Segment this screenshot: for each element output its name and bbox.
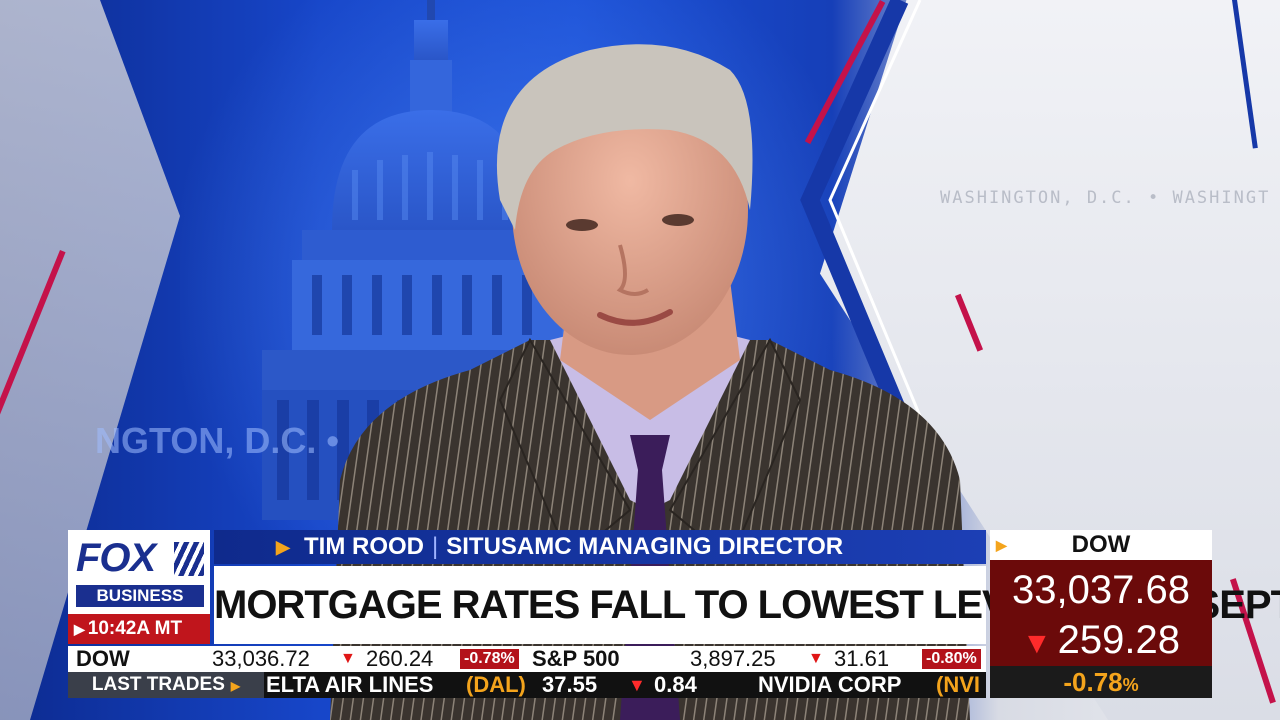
down-arrow-icon: ▼	[808, 650, 824, 667]
ticker-sp-label: S&P 500	[532, 646, 620, 671]
stock1-change: 0.84	[654, 672, 697, 697]
stock2-name: NVIDIA CORP	[758, 672, 902, 697]
stock1-name: ELTA AIR LINES	[266, 672, 434, 697]
logo-stripes-icon	[174, 542, 204, 576]
dow-box-value: 33,037.68	[1012, 568, 1190, 612]
last-trades-ticker: LAST TRADES ▶ ELTA AIR LINES (DAL) 37.55 …	[68, 672, 986, 698]
name-separator: |	[432, 533, 439, 560]
guest-name: TIM ROOD	[304, 533, 424, 560]
guest-name-bar: ▶ TIM ROOD | SITUSAMC MANAGING DIRECTOR	[214, 530, 986, 564]
logo-business-text: BUSINESS	[76, 585, 204, 607]
stock2-symbol: (NVI	[936, 672, 980, 697]
dow-box-percent: -0.78%	[990, 666, 1212, 698]
down-arrow-icon: ▼	[340, 650, 356, 667]
stock1-price: 37.55	[542, 672, 598, 697]
clock-time: 10:42A MT	[87, 618, 183, 639]
ticker-dow-change: 260.24	[366, 646, 434, 671]
dow-box-change: ▼ 259.28	[990, 616, 1212, 668]
clock-display: ▶ 10:42A MT	[68, 614, 210, 644]
market-ticker: DOW 33,036.72 ▼ 260.24 -0.78% S&P 500 3,…	[68, 646, 986, 672]
play-triangle-icon: ▶	[230, 679, 241, 693]
stock1-symbol: (DAL)	[466, 672, 526, 697]
play-triangle-icon: ▶	[74, 621, 85, 637]
last-trades-text: LAST TRADES	[91, 674, 225, 695]
ticker-sp-change: 31.61	[834, 646, 890, 671]
location-watermark-large: NGTON, D.C. •	[95, 420, 339, 461]
ticker-dow-label: DOW	[76, 646, 130, 671]
ticker-sp-pct: -0.80%	[922, 649, 981, 669]
down-arrow-icon: ▼	[1021, 627, 1052, 660]
down-arrow-icon: ▼	[628, 675, 646, 695]
ticker-dow-pct: -0.78%	[460, 649, 519, 669]
dow-box-percent-value: -0.78	[1063, 667, 1123, 697]
ticker-sp-value: 3,897.25	[690, 646, 776, 671]
dow-box-change-value: 259.28	[1057, 618, 1181, 662]
play-triangle-icon: ▶	[996, 537, 1007, 553]
play-triangle-icon: ▶	[276, 537, 290, 557]
logo-fox-text: FOX	[76, 536, 156, 580]
headline-banner: MORTGAGE RATES FALL TO LOWEST LEVEL SINC…	[214, 566, 1280, 644]
guest-title: SITUSAMC MANAGING DIRECTOR	[446, 533, 844, 560]
network-logo: FOX BUSINESS ▶ 10:42A MT	[68, 530, 210, 644]
dow-box-label: DOW	[1071, 531, 1131, 558]
last-trades-label: LAST TRADES ▶	[68, 672, 264, 698]
location-watermark: WASHINGTON, D.C. • WASHINGT	[940, 188, 1271, 208]
dow-box-header: ▶ DOW	[990, 530, 1212, 560]
ticker-dow-value: 33,036.72	[212, 646, 310, 671]
dow-box-percent-sign: %	[1122, 675, 1139, 695]
dow-index-box: ▶ DOW 33,037.68 ▼ 259.28 -0.78%	[990, 530, 1212, 698]
